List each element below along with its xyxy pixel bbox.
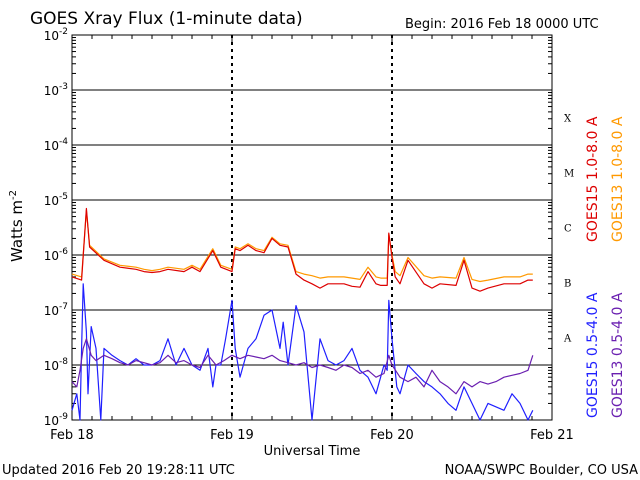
series-layer	[71, 207, 534, 421]
x-tick-label: Feb 19	[210, 428, 254, 443]
credit-text: NOAA/SWPC Boulder, CO USA	[445, 463, 638, 478]
y-tick-label: 10-2	[44, 27, 68, 43]
flare-class-label: B	[564, 279, 571, 290]
flare-class-label: X	[564, 114, 572, 125]
day-gridlines	[231, 35, 393, 420]
x-axis-label: Universal Time	[264, 444, 361, 459]
plot-frame	[71, 34, 553, 421]
updated-timestamp: Updated 2016 Feb 20 19:28:11 UTC	[2, 463, 235, 478]
y-tick-label: 10-8	[44, 357, 69, 373]
y-tick-label: 10-6	[44, 247, 69, 263]
y-tick-label: 10-9	[44, 412, 69, 428]
y-tick-label: 10-7	[44, 302, 68, 318]
legend-goes13-long: GOES13 1.0-8.0 A	[610, 116, 626, 242]
minor-ticks	[71, 35, 553, 421]
flare-class-label: M	[564, 169, 574, 180]
y-tick-label: 10-4	[44, 137, 69, 153]
flare-class-label: A	[563, 334, 572, 345]
x-tick-label: Feb 21	[530, 428, 574, 443]
x-tick-labels: Feb 18 Feb 19 Feb 20 Feb 21	[50, 428, 574, 443]
flare-class-labels: X M C B A	[563, 114, 574, 345]
legend: GOES15 1.0-8.0 A GOES13 1.0-8.0 A GOES15…	[585, 116, 626, 418]
chart-title: GOES Xray Flux (1-minute data)	[30, 9, 303, 29]
flare-class-label: C	[564, 224, 572, 235]
begin-time: Begin: 2016 Feb 18 0000 UTC	[405, 17, 599, 32]
x-tick-label: Feb 18	[50, 428, 94, 443]
series-line-3	[71, 338, 534, 395]
legend-goes15-short: GOES15 0.5-4.0 A	[585, 292, 601, 418]
series-line-1	[71, 209, 533, 283]
y-tick-labels: 10-2 10-3 10-4 10-5 10-6 10-7 10-8 10-9	[44, 27, 69, 428]
series-line-2	[71, 283, 534, 421]
legend-goes13-short: GOES13 0.5-4.0 A	[610, 292, 626, 418]
series-line-0	[71, 207, 533, 292]
x-tick-label: Feb 20	[370, 428, 414, 443]
y-tick-label: 10-5	[44, 192, 68, 208]
y-tick-label: 10-3	[44, 82, 68, 98]
legend-goes15-long: GOES15 1.0-8.0 A	[585, 116, 601, 242]
y-axis-label: Watts m-2	[8, 190, 26, 262]
